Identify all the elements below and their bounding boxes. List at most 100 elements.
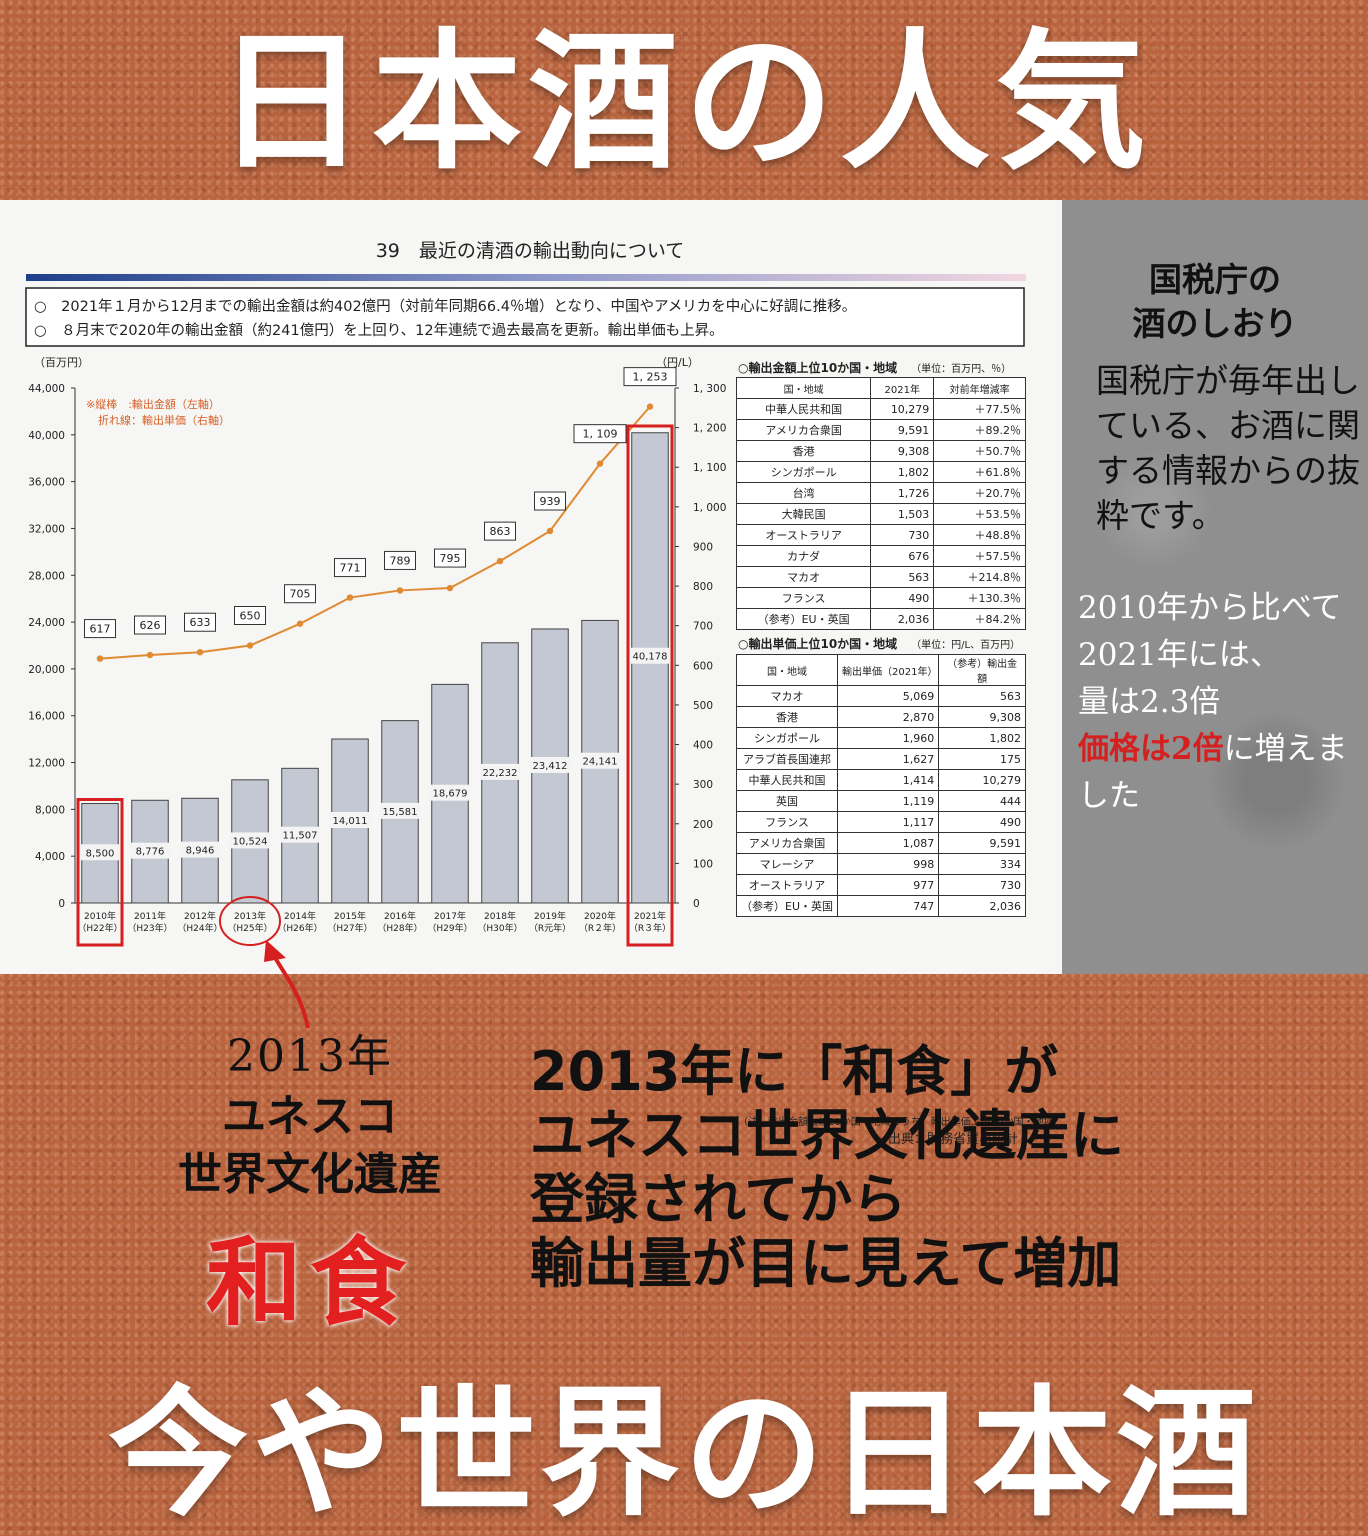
table-cell: ＋61.8％ [933, 461, 1026, 483]
bar-label: 10,524 [233, 836, 268, 847]
table-cell: 9,308 [938, 706, 1026, 728]
summary-box [25, 287, 1025, 347]
washoku-label: 和食 [206, 1227, 414, 1339]
highlight-box [76, 798, 124, 947]
y-tick-label: 40,000 [28, 430, 65, 442]
table-row: （参考）EU・英国 2,036 ＋84.2％ [735, 608, 1026, 630]
price-label-box [134, 615, 166, 635]
unesco-label: ユネスコ [222, 1091, 398, 1142]
price-label-box [534, 491, 566, 511]
side-heading: 国税庁の 酒のしおり [1062, 258, 1368, 346]
table-cell: ＋130.3％ [933, 587, 1026, 609]
y-tick-label: 16,000 [28, 711, 65, 723]
y2-tick-label: 1, 000 [693, 502, 726, 514]
price-label-box [334, 558, 366, 578]
table-cell: 1,802 [870, 461, 935, 483]
y-tick-label: 28,000 [28, 570, 65, 582]
table-cell: フランス [735, 811, 839, 833]
bar-label: 23,412 [533, 761, 568, 772]
table-cell: ＋214.8％ [933, 566, 1026, 588]
table-cell: マカオ [735, 566, 872, 588]
table-cell: 1,503 [870, 503, 935, 525]
bar-label-bg [330, 812, 370, 829]
table-cell: （参考）EU・英国 [735, 608, 872, 630]
table2-header: （参考）輸出金額 [938, 654, 1026, 686]
table-cell: ＋77.5％ [933, 398, 1026, 420]
table-cell: ＋57.5％ [933, 545, 1026, 567]
table-cell: マレーシア [735, 853, 839, 875]
table-cell: ＋20.7％ [933, 482, 1026, 504]
heritage-label: 世界文化遺産 [178, 1149, 442, 1200]
table2-header-row: 国・地域 輸出単価（2021年） （参考）輸出金額 [735, 654, 1026, 686]
y-tick-label: 32,000 [28, 523, 65, 535]
x-tick-sublabel: （H23年） [127, 922, 172, 934]
price-label-box [234, 606, 266, 625]
bar-label: 18,679 [433, 789, 468, 800]
table-row: オーストラリア 730 ＋48.8％ [735, 524, 1026, 546]
table-cell: 9,591 [870, 419, 935, 441]
table1-header: 国・地域 [735, 377, 872, 399]
table1-header-row: 国・地域 2021年 対前年増減率 [735, 377, 1026, 399]
table-cell: 977 [837, 874, 940, 896]
x-tick-label: 2016年 [384, 910, 416, 922]
side-note-red: 価格は2倍 [1078, 731, 1224, 767]
arrow-line [270, 951, 310, 1029]
table-cell: 676 [870, 545, 935, 567]
table-row: シンガポール 1,802 ＋61.8％ [735, 461, 1026, 483]
bar [631, 432, 669, 904]
bar-label: 8,500 [86, 848, 115, 859]
side-note-1: 2010年から比べて2021年には、 [1078, 590, 1342, 673]
bar-label: 14,011 [333, 816, 368, 827]
right-axis-unit: （円/L） [656, 356, 699, 369]
bar-label: 15,581 [383, 807, 418, 818]
y-tick-label: 24,000 [28, 617, 65, 629]
x-tick-label: 2018年 [484, 910, 516, 922]
table-cell: 1,726 [870, 482, 935, 504]
bar-label-bg [80, 844, 120, 861]
side-note-rest: に増えました [1078, 731, 1348, 814]
table-cell: 2,036 [938, 895, 1026, 917]
table-cell: オーストラリア [735, 524, 872, 546]
table-cell: 香港 [735, 440, 872, 462]
legend-bar: ※縦棒 :輸出金額（左軸） [86, 397, 220, 411]
price-point [446, 584, 454, 592]
price-label: 1, 253 [633, 371, 668, 384]
table-cell: 2,036 [870, 608, 935, 630]
export-chart: 39 最近の清酒の輸出動向について ○ 2021年１月から12月までの輸出金額は… [25, 240, 1026, 947]
table-row: 香港 2,870 9,308 [735, 706, 1026, 728]
table-cell: アメリカ合衆国 [735, 832, 839, 854]
table-cell: カナダ [735, 545, 872, 567]
table-row: マカオ 5,069 563 [735, 685, 1026, 707]
table-row: （参考）EU・英国 747 2,036 [735, 895, 1026, 917]
price-label: 1, 109 [583, 428, 618, 441]
x-tick-sublabel: （H29年） [427, 922, 472, 934]
table-row: フランス 490 ＋130.3％ [735, 587, 1026, 609]
table-cell: ＋50.7％ [933, 440, 1026, 462]
table-cell: 1,087 [837, 832, 940, 854]
y2-tick-label: 200 [693, 819, 713, 831]
table-cell: 998 [837, 853, 940, 875]
table-cell: 175 [938, 748, 1026, 770]
table-cell: 1,802 [938, 727, 1026, 749]
table-cell: 英国 [735, 790, 839, 812]
price-point [146, 651, 154, 659]
price-label-box [573, 424, 627, 444]
table-row: マカオ 563 ＋214.8％ [735, 566, 1026, 588]
table-row: 台湾 1,726 ＋20.7％ [735, 482, 1026, 504]
doc-title: 39 最近の清酒の輸出動向について [376, 240, 685, 262]
price-label: 795 [440, 552, 461, 565]
left-axis-unit: （百万円） [34, 356, 89, 369]
y-tick-label: 0 [58, 898, 65, 910]
bar-label-bg [430, 784, 470, 801]
x-tick-label: 2019年 [534, 910, 566, 922]
bar-label-bg [630, 647, 670, 664]
bar-label: 8,776 [136, 847, 165, 858]
x-tick-sublabel: （H27年） [327, 922, 372, 934]
x-tick-sublabel: （R元年） [529, 922, 571, 934]
table-note: （注）輸出金額上位20か国・地域のうち、輸出単価上位10か国・地域 [738, 1117, 1054, 1128]
headline-top: 日本酒の人気 [215, 16, 1152, 190]
y-tick-label: 4,000 [35, 851, 65, 863]
price-label: 771 [340, 562, 361, 575]
y-tick-label: 44,000 [28, 383, 65, 395]
table2-header: 輸出単価（2021年） [837, 654, 940, 686]
